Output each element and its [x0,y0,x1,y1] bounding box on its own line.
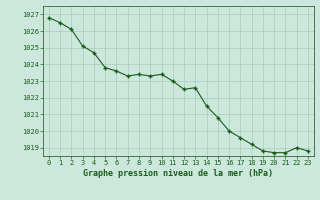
X-axis label: Graphe pression niveau de la mer (hPa): Graphe pression niveau de la mer (hPa) [84,169,273,178]
